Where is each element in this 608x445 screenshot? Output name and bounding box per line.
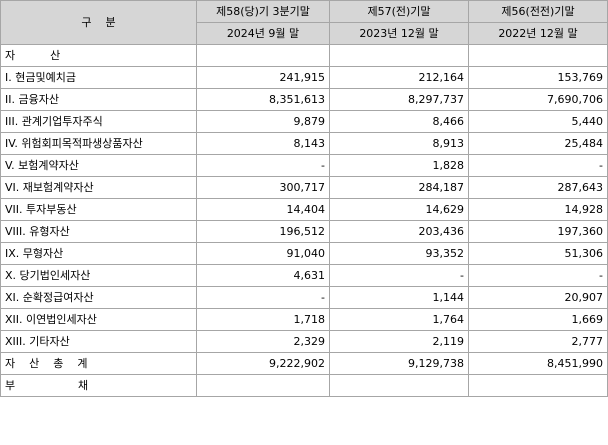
row-label: VII. 투자부동산: [0, 198, 197, 221]
row-value-current: 241,915: [196, 66, 330, 89]
row-value-current: 9,879: [196, 110, 330, 133]
total-assets-current: 9,222,902: [196, 352, 330, 375]
col-header-period-current: 제58(당)기 3분기말: [196, 0, 330, 23]
row-value-prior: 203,436: [329, 220, 469, 243]
header-row-period: 구 분 제58(당)기 3분기말 제57(전)기말 제56(전전)기말: [0, 0, 608, 45]
row-value-prior2: 287,643: [468, 176, 608, 199]
row-label: VIII. 유형자산: [0, 220, 197, 243]
row-value-prior: 14,629: [329, 198, 469, 221]
row-value-prior: 8,466: [329, 110, 469, 133]
row-value-current: 2,329: [196, 330, 330, 353]
row-value-current: -: [196, 154, 330, 177]
row-value-prior: 93,352: [329, 242, 469, 265]
row-value-current: 14,404: [196, 198, 330, 221]
total-assets-label: 자 산 총 계: [0, 352, 197, 375]
table-row: XI. 순확정급여자산 -1,144 20,907: [0, 286, 608, 309]
financial-statement-table: 구 분 제58(당)기 3분기말 제57(전)기말 제56(전전)기말 2024…: [0, 0, 608, 397]
table-row: V. 보험계약자산 -1,828-: [0, 154, 608, 177]
row-value-prior2: 153,769: [468, 66, 608, 89]
row-value-prior2: 14,928: [468, 198, 608, 221]
table-row: IV. 위험회피목적파생상품자산 8,143 8,913 25,484: [0, 132, 608, 155]
row-value-prior: 8,913: [329, 132, 469, 155]
row-value-current: 4,631: [196, 264, 330, 287]
table-row: I. 현금및예치금 241,915 212,164 153,769: [0, 66, 608, 89]
row-label: XII. 이연법인세자산: [0, 308, 197, 331]
row-value-prior: 284,187: [329, 176, 469, 199]
row-value-prior: 212,164: [329, 66, 469, 89]
table-row: XII. 이연법인세자산 1,718 1,764 1,669: [0, 308, 608, 331]
row-label: I. 현금및예치금: [0, 66, 197, 89]
row-value-prior: 1,828: [329, 154, 469, 177]
row-label: IX. 무형자산: [0, 242, 197, 265]
table-row: X. 당기법인세자산 4,631- -: [0, 264, 608, 287]
table-row: VII. 투자부동산 14,404 14,629 14,928: [0, 198, 608, 221]
total-assets-row: 자 산 총 계 9,222,902 9,129,738 8,451,990: [0, 352, 608, 375]
liabilities-section-row: 부 채: [0, 374, 608, 397]
row-label: II. 금융자산: [0, 88, 197, 111]
col-header-period-prior: 제57(전)기말: [329, 0, 469, 23]
row-value-current: 91,040: [196, 242, 330, 265]
row-label: V. 보험계약자산: [0, 154, 197, 177]
table-row: XIII. 기타자산 2,329 2,119 2,777: [0, 330, 608, 353]
row-value-prior: 2,119: [329, 330, 469, 353]
category-header: 구 분: [0, 0, 197, 45]
total-assets-prior: 9,129,738: [329, 352, 469, 375]
row-value-prior2: 1,669: [468, 308, 608, 331]
row-value-prior: 8,297,737: [329, 88, 469, 111]
row-value-current: 1,718: [196, 308, 330, 331]
row-value-current: 8,143: [196, 132, 330, 155]
table-row: II. 금융자산 8,351,613 8,297,737 7,690,706: [0, 88, 608, 111]
row-value-prior2: 7,690,706: [468, 88, 608, 111]
assets-section-row: 자 산: [0, 44, 608, 67]
empty-cell: [196, 44, 330, 67]
row-value-current: -: [196, 286, 330, 309]
row-value-prior2: 25,484: [468, 132, 608, 155]
row-value-prior2: 197,360: [468, 220, 608, 243]
table-row: III. 관계기업투자주식 9,879 8,466 5,440: [0, 110, 608, 133]
row-value-prior2: 51,306: [468, 242, 608, 265]
row-value-current: 8,351,613: [196, 88, 330, 111]
empty-cell: [468, 374, 608, 397]
liabilities-section-title: 부 채: [0, 374, 197, 397]
empty-cell: [329, 44, 469, 67]
row-label: X. 당기법인세자산: [0, 264, 197, 287]
row-label: XIII. 기타자산: [0, 330, 197, 353]
table-row: VIII. 유형자산 196,512 203,436 197,360: [0, 220, 608, 243]
table-row: IX. 무형자산 91,040 93,352 51,306: [0, 242, 608, 265]
col-header-date-prior2: 2022년 12월 말: [468, 22, 608, 45]
row-value-prior2: 20,907: [468, 286, 608, 309]
row-value-prior: 1,144: [329, 286, 469, 309]
assets-section-title: 자 산: [0, 44, 197, 67]
row-label: XI. 순확정급여자산: [0, 286, 197, 309]
empty-cell: [329, 374, 469, 397]
row-value-prior2: -: [468, 154, 608, 177]
row-value-current: 300,717: [196, 176, 330, 199]
row-label: III. 관계기업투자주식: [0, 110, 197, 133]
col-header-period-prior2: 제56(전전)기말: [468, 0, 608, 23]
table-row: VI. 재보험계약자산 300,717 284,187 287,643: [0, 176, 608, 199]
col-header-date-current: 2024년 9월 말: [196, 22, 330, 45]
row-value-prior2: 5,440: [468, 110, 608, 133]
row-value-prior2: 2,777: [468, 330, 608, 353]
header-row-date: 2024년 9월 말 2023년 12월 말 2022년 12월 말: [1, 22, 608, 45]
row-value-prior: -: [329, 264, 469, 287]
row-label: IV. 위험회피목적파생상품자산: [0, 132, 197, 155]
row-label: VI. 재보험계약자산: [0, 176, 197, 199]
row-value-current: 196,512: [196, 220, 330, 243]
col-header-date-prior: 2023년 12월 말: [329, 22, 469, 45]
total-assets-prior2: 8,451,990: [468, 352, 608, 375]
row-value-prior: 1,764: [329, 308, 469, 331]
empty-cell: [196, 374, 330, 397]
empty-cell: [468, 44, 608, 67]
row-value-prior2: -: [468, 264, 608, 287]
